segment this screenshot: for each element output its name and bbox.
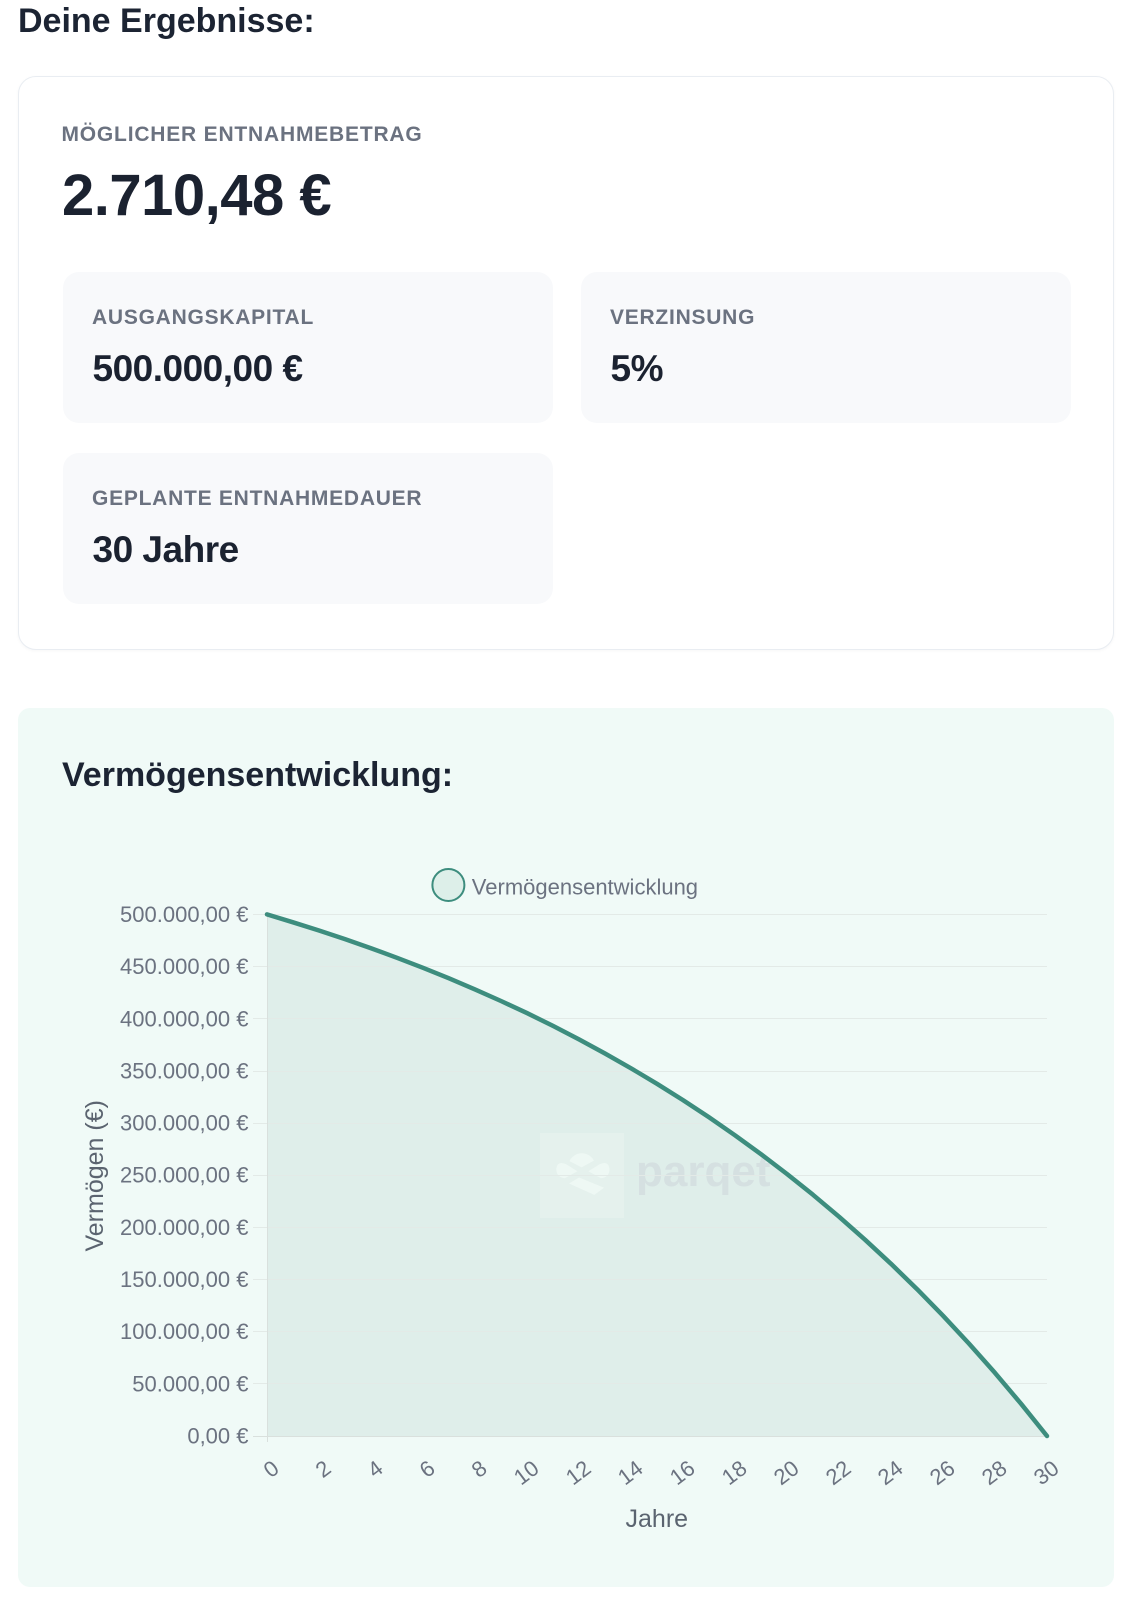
svg-text:150.000,00 €: 150.000,00 € [120,1267,248,1292]
svg-text:100.000,00 €: 100.000,00 € [120,1319,248,1344]
svg-text:20: 20 [769,1455,804,1490]
svg-text:24: 24 [873,1455,908,1490]
svg-text:10: 10 [509,1455,544,1490]
svg-text:200.000,00 €: 200.000,00 € [120,1215,248,1240]
svg-text:350.000,00 €: 350.000,00 € [120,1058,248,1083]
svg-text:22: 22 [821,1455,856,1490]
svg-text:Jahre: Jahre [626,1505,689,1533]
svg-text:14: 14 [613,1455,648,1490]
svg-text:28: 28 [977,1455,1012,1490]
svg-text:parqet: parqet [636,1147,771,1196]
svg-text:12: 12 [561,1455,596,1490]
svg-text:6: 6 [415,1455,440,1482]
svg-text:0: 0 [259,1455,284,1482]
svg-text:50.000,00 €: 50.000,00 € [132,1371,248,1396]
svg-text:400.000,00 €: 400.000,00 € [120,1006,248,1031]
svg-text:300.000,00 €: 300.000,00 € [120,1111,248,1136]
svg-text:16: 16 [665,1455,700,1490]
svg-text:450.000,00 €: 450.000,00 € [120,954,248,979]
svg-text:4: 4 [363,1455,388,1482]
svg-text:26: 26 [925,1455,960,1490]
svg-text:250.000,00 €: 250.000,00 € [120,1163,248,1188]
svg-text:Vermögen (€): Vermögen (€) [81,1100,109,1251]
svg-text:500.000,00 €: 500.000,00 € [120,902,248,927]
svg-text:0,00 €: 0,00 € [187,1424,248,1449]
svg-text:30: 30 [1029,1455,1064,1490]
svg-text:2: 2 [311,1455,336,1482]
svg-text:8: 8 [467,1455,492,1482]
svg-text:18: 18 [717,1455,752,1490]
svg-text:Vermögensentwicklung: Vermögensentwicklung [472,875,698,900]
